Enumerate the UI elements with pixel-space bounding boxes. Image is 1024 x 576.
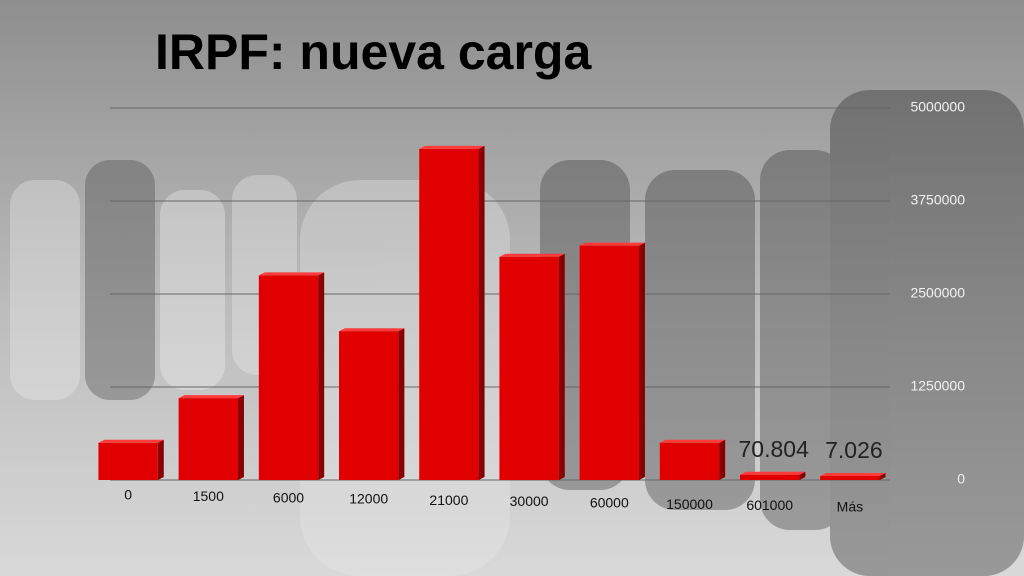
y-tick-label: 1250000	[910, 378, 965, 394]
value-label: 70.804	[739, 436, 810, 462]
x-tick-label: Más	[837, 498, 863, 514]
bar-top	[499, 253, 565, 257]
bar-side	[157, 439, 164, 480]
bar	[659, 442, 720, 480]
bar-top	[820, 473, 886, 476]
bar-side	[318, 272, 325, 480]
bar-side	[558, 253, 565, 480]
x-tick-label: 6000	[273, 489, 304, 505]
bar-side	[478, 145, 485, 481]
x-tick-label: 0	[124, 487, 132, 503]
bar-top	[419, 145, 485, 149]
bar-top	[740, 471, 806, 475]
bar	[178, 398, 238, 480]
bar	[740, 474, 800, 480]
x-tick-label: 30000	[510, 493, 549, 509]
bar-top	[258, 272, 325, 276]
y-tick-label: 2500000	[910, 285, 965, 301]
bar-top	[339, 328, 405, 332]
bar-top	[178, 395, 244, 399]
x-tick-label: 150000	[666, 496, 713, 512]
bar	[499, 256, 559, 480]
x-tick-label: 21000	[429, 492, 468, 508]
bar-side	[879, 473, 886, 480]
bar-side	[719, 439, 726, 480]
bar-top	[579, 242, 645, 246]
bar	[98, 442, 158, 480]
bar	[419, 148, 479, 481]
x-tick-label: 60000	[590, 495, 629, 511]
x-tick-label: 601000	[746, 497, 793, 513]
bar	[339, 331, 399, 480]
chart-title: IRPF: nueva carga	[155, 24, 592, 80]
bar-side	[799, 471, 806, 480]
bar-side	[237, 395, 244, 480]
y-tick-label: 3750000	[910, 192, 965, 208]
bar-side	[398, 328, 405, 480]
x-tick-label: 1500	[193, 488, 224, 504]
y-tick-label: 5000000	[910, 99, 965, 115]
bar	[258, 275, 319, 480]
value-label: 7.026	[825, 437, 883, 463]
bar-top	[98, 439, 164, 443]
bar	[820, 476, 880, 480]
bar-top	[659, 439, 726, 443]
x-tick-label: 12000	[349, 491, 388, 507]
y-tick-label: 0	[957, 471, 965, 487]
bar	[579, 245, 639, 480]
bar-side	[638, 242, 645, 480]
